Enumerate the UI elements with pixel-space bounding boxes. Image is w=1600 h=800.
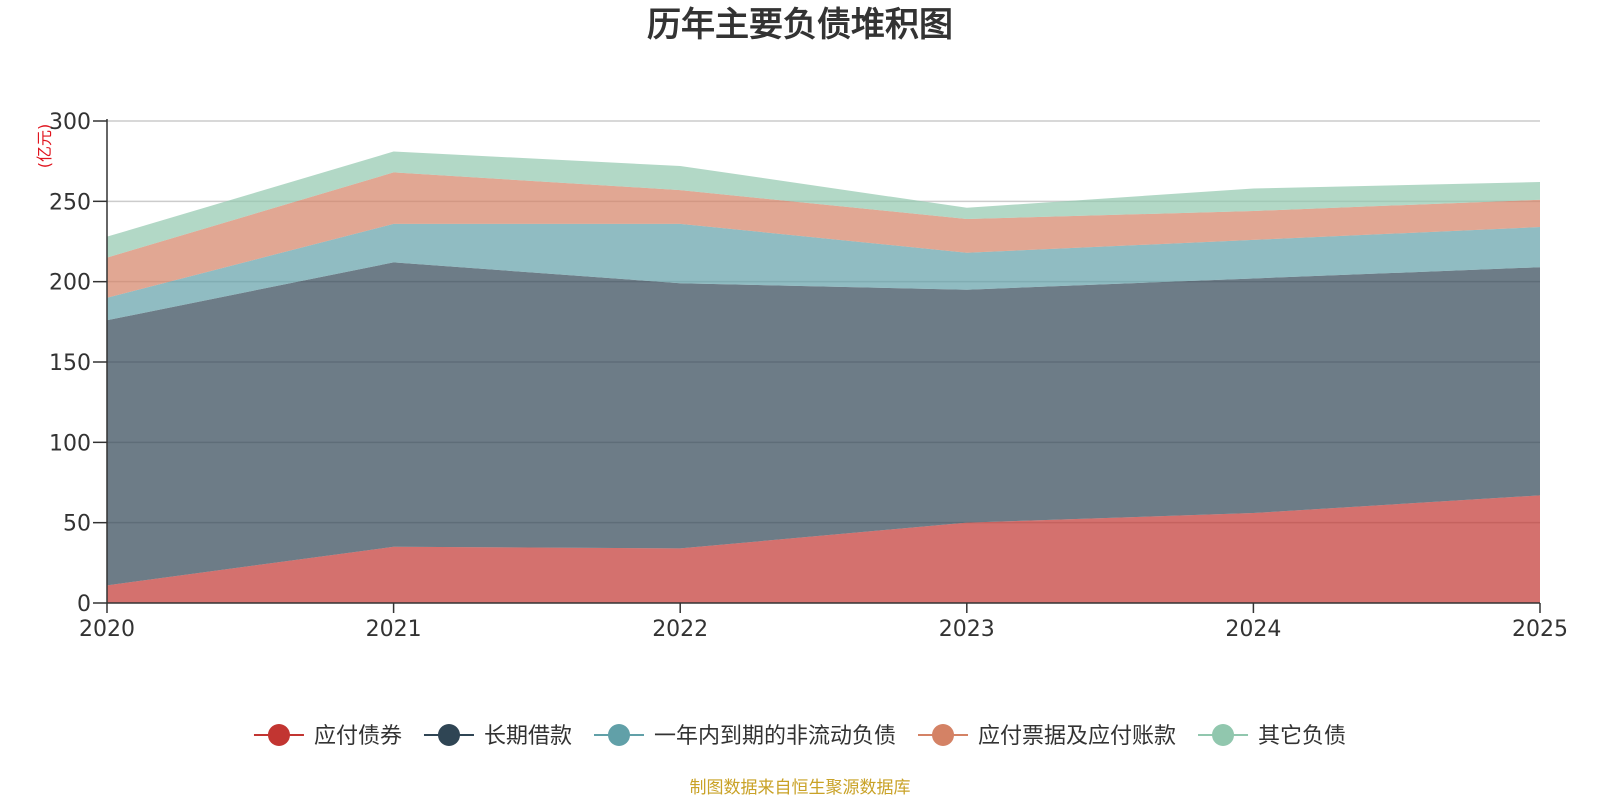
legend-label-3: 应付票据及应付账款 [978, 724, 1176, 749]
legend-marker-1 [437, 724, 460, 746]
legend-marker-2 [607, 724, 630, 746]
x-tick-label-2022: 2022 [652, 617, 708, 642]
legend-item-2[interactable]: 一年内到期的非流动负债 [593, 724, 896, 749]
legend-item-4[interactable]: 其它负债 [1198, 724, 1346, 749]
axis-layer: 0 50 100 150 200 250 300 2020 2021 2022 2023 2024 20… [49, 110, 1568, 642]
legend-marker-3 [932, 724, 955, 746]
area-series-1[interactable] [107, 262, 1540, 586]
y-tick-label-150: 150 [49, 351, 91, 376]
legend-marker-4 [1212, 724, 1235, 746]
y-tick-label-250: 250 [49, 190, 91, 215]
legend-marker-0 [267, 724, 290, 746]
area-series-2[interactable] [107, 223, 1540, 321]
x-tick-label-2023: 2023 [939, 617, 995, 642]
area-series-3[interactable] [107, 172, 1540, 298]
y-tick-label-300: 300 [49, 110, 91, 135]
legend-label-0: 应付债券 [314, 724, 402, 749]
legend-label-4: 其它负债 [1258, 724, 1346, 749]
area-layer [107, 151, 1540, 603]
y-tick-label-50: 50 [63, 512, 91, 537]
x-tick-label-2021: 2021 [366, 617, 422, 642]
chart-title: 历年主要负债堆积图 [647, 5, 953, 45]
x-tick-label-2025: 2025 [1512, 617, 1568, 642]
legend-item-1[interactable]: 长期借款 [423, 724, 572, 749]
y-axis-unit: (亿元) [35, 124, 54, 169]
legend-label-1: 长期借款 [484, 724, 572, 749]
legend-item-0[interactable]: 应付债券 [253, 724, 402, 749]
area-series-0[interactable] [107, 495, 1540, 603]
legend[interactable]: 应付债券 长期借款 一年内到期的非流动负债 应付票据及应付账款 其它负债 [253, 724, 1346, 749]
legend-item-3[interactable]: 应付票据及应付账款 [918, 724, 1176, 749]
data-source-note: 制图数据来自恒生聚源数据库 [690, 778, 911, 798]
y-tick-label-100: 100 [49, 431, 91, 456]
x-tick-label-2020: 2020 [79, 617, 135, 642]
x-tick-label-2024: 2024 [1225, 617, 1281, 642]
y-tick-label-0: 0 [77, 592, 91, 617]
legend-label-2: 一年内到期的非流动负债 [654, 724, 896, 749]
y-tick-label-200: 200 [49, 271, 91, 296]
area-series-4[interactable] [107, 151, 1540, 258]
